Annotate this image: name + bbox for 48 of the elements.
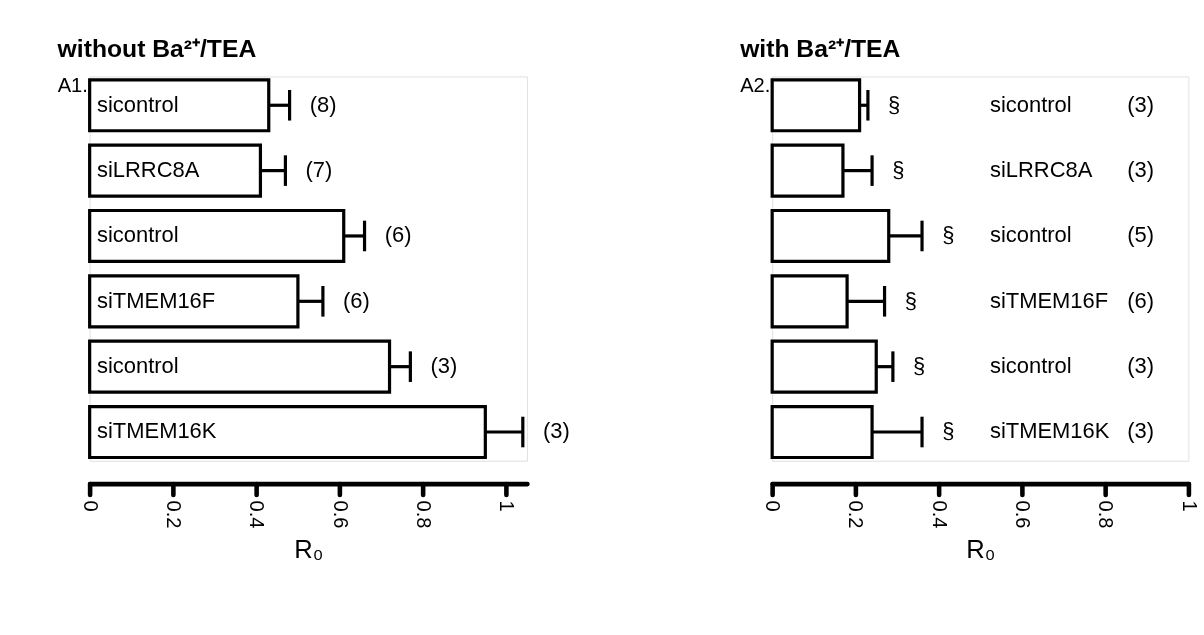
category-label: sicontrol	[989, 91, 1072, 117]
x-tick-label: 0.8	[412, 500, 435, 529]
x-tick-label: 0	[79, 500, 102, 512]
category-label: sicontrol	[989, 353, 1072, 379]
annotation: (6)	[1127, 287, 1154, 313]
annotation: §	[888, 91, 901, 117]
annotation: (6)	[384, 222, 412, 248]
annotation: (7)	[305, 157, 333, 183]
annotation: §	[942, 418, 955, 444]
category-label: siLRRC8A	[989, 157, 1093, 183]
annotation: §	[892, 157, 905, 183]
annotation: (3)	[1127, 353, 1154, 379]
annotation: (3)	[1127, 91, 1154, 117]
x-tick-label: 0.6	[329, 500, 352, 529]
x-tick-label: 1	[496, 500, 519, 512]
x-tick-label: 0.6	[1011, 500, 1034, 529]
category-label: siTMEM16F	[989, 287, 1109, 313]
category-label: siTMEM16F	[96, 287, 216, 313]
category-label: siTMEM16K	[989, 418, 1110, 444]
x-tick-label: 0.4	[246, 500, 269, 529]
annotation: (5)	[1127, 222, 1154, 248]
annotation: §	[904, 287, 917, 313]
chart-title: with Ba²⁺/TEA	[739, 35, 901, 63]
chart-title: without Ba²⁺/TEA	[56, 35, 257, 63]
x-tick-label: 0.2	[845, 500, 868, 529]
annotation: (3)	[1127, 157, 1154, 183]
category-label: sicontrol	[96, 91, 179, 117]
category-label: sicontrol	[96, 222, 179, 248]
annotation: (6)	[343, 287, 370, 313]
x-tick-label: 0	[762, 500, 785, 512]
category-label: siTMEM16K	[96, 418, 217, 444]
x-axis-title: R₀	[294, 534, 324, 563]
category-label: siLRRC8A	[96, 157, 200, 183]
annotation: §	[942, 222, 955, 248]
annotation: (8)	[309, 91, 337, 117]
category-label: sicontrol	[96, 353, 179, 379]
annotation: (3)	[430, 353, 458, 379]
text: A2.	[740, 74, 771, 97]
category-label: sicontrol	[989, 222, 1072, 248]
x-axis-title: R₀	[966, 534, 996, 563]
x-tick-label: 0.8	[1095, 500, 1118, 529]
annotation: §	[913, 353, 926, 379]
text: A1.	[57, 74, 88, 97]
x-tick-label: 0.4	[928, 500, 951, 529]
text: (3)	[542, 418, 570, 444]
x-tick-label: 1	[1178, 500, 1201, 512]
annotation: (3)	[1127, 418, 1154, 444]
x-tick-label: 0.2	[163, 500, 186, 529]
